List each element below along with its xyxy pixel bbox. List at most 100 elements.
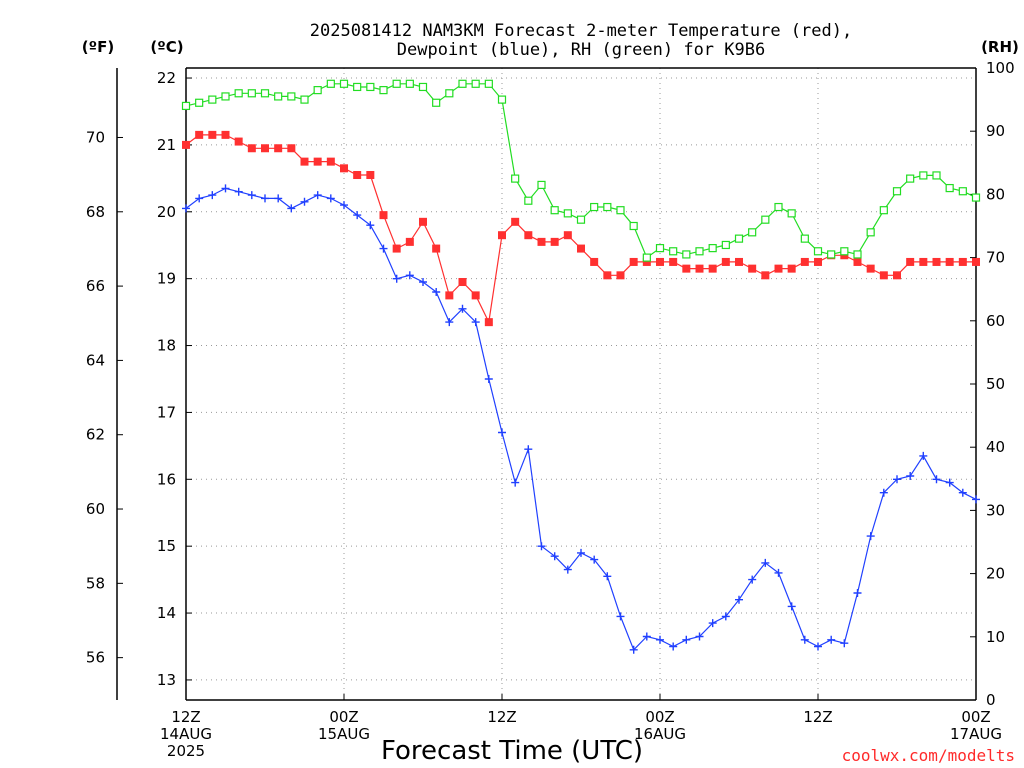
temp-point-8 [287,144,296,153]
dewpoint-point-56 [919,451,928,460]
rh-tick-label-2: 20 [986,565,1005,583]
rh-point-18 [418,82,428,92]
rh-point-58 [945,183,954,193]
rh-point-55 [906,174,915,183]
x-axis-label: Forecast Time (UTC) [381,736,643,766]
dewpoint-point-8 [287,204,296,213]
temp-point-11 [326,157,335,166]
rh-point-10 [313,86,322,95]
rh-point-19 [432,98,441,107]
dewpoint-point-10 [313,191,322,200]
temp-point-10 [313,157,322,166]
x-tick-label-1-0: 00Z [329,708,358,726]
rh-tick-label-4: 40 [986,438,1005,456]
rh-point-14 [366,82,375,92]
dewpoint-point-40 [708,619,717,628]
dewpoint-point-31 [590,555,599,564]
temp-point-7 [274,144,283,153]
temp-point-43 [748,264,757,273]
rh-point-32 [603,202,612,212]
dewpoint-point-29 [563,565,572,574]
rh-point-46 [787,209,796,218]
dewpoint-point-46 [787,602,796,611]
dewpoint-point-37 [669,642,678,651]
rh-point-2 [208,95,217,104]
dewpoint-point-60 [972,495,980,504]
dewpoint-point-55 [906,472,915,480]
temp-point-6 [261,144,269,153]
temp-point-45 [774,264,783,273]
rh-point-39 [695,247,704,256]
dewpoint-point-2 [208,191,217,200]
fahrenheit-tick-label-4: 64 [86,351,105,369]
temp-point-42 [735,257,743,266]
temp-point-48 [814,257,822,266]
temp-point-14 [366,171,375,180]
dewpoint-point-42 [735,595,743,604]
rh-point-24 [497,95,507,104]
rh-point-1 [195,98,204,107]
dewpoint-point-5 [247,191,256,200]
dewpoint-point-11 [326,194,335,203]
fahrenheit-tick-label-3: 62 [86,426,105,444]
dewpoint-point-47 [800,635,809,644]
dewpoint-point-54 [893,475,901,484]
temp-point-35 [642,257,651,266]
dewpoint-point-19 [432,288,441,296]
celsius-tick-label-1: 14 [157,604,176,622]
dewpoint-point-49 [827,635,836,644]
rh-point-34 [629,221,638,231]
x-tick-label-5-0: 00Z [961,708,990,726]
temp-point-2 [208,130,217,139]
dewpoint-point-22 [471,318,480,327]
rh-tick-label-10: 100 [986,59,1015,77]
dewpoint-point-23 [484,375,493,383]
temp-point-21 [458,278,467,287]
dewpoint-point-44 [761,558,770,567]
dewpoint-point-1 [195,194,204,203]
x-tick-label-3-1: 16AUG [634,725,686,743]
dewpoint-point-17 [405,271,414,280]
temp-point-47 [800,257,809,266]
temp-point-12 [340,164,348,173]
celsius-tick-label-9: 22 [157,69,176,87]
rh-point-28 [550,206,559,215]
temp-point-60 [972,257,980,266]
dewpoint-point-4 [234,187,243,196]
temp-point-46 [787,264,796,273]
temp-point-41 [721,257,730,266]
fahrenheit-tick-label-0: 56 [86,649,105,667]
rh-point-51 [853,250,862,259]
rh-point-22 [471,79,480,88]
rh-point-45 [774,202,783,212]
x-tick-label-0-0: 12Z [171,708,200,726]
rh-tick-label-7: 70 [986,249,1005,267]
dewpoint-point-41 [721,612,730,621]
temp-point-30 [577,244,585,253]
dewpoint-point-28 [550,552,559,561]
rh-point-47 [800,234,809,243]
dewpoint-point-26 [524,445,533,454]
temp-point-38 [682,264,691,273]
dewpoint-point-36 [656,635,664,644]
rh-tick-label-0: 0 [986,691,996,709]
dewpoint-point-13 [353,211,362,220]
celsius-tick-label-3: 16 [157,470,176,488]
celsius-tick-label-8: 21 [157,136,176,154]
dewpoint-point-12 [340,201,348,210]
dewpoint-point-48 [814,642,822,651]
rh-point-17 [405,79,414,88]
rh-point-21 [458,79,467,88]
x-tick-label-0-2: 2025 [167,742,205,760]
dewpoint-point-45 [774,568,783,577]
dewpoint-point-14 [366,221,375,230]
dewpoint-point-57 [932,475,941,484]
temp-point-57 [932,257,941,266]
x-tick-label-2-0: 12Z [487,708,516,726]
temp-point-4 [234,137,243,146]
chart-title-line2: Dewpoint (blue), RH (green) for K9B6 [397,40,765,60]
rh-point-27 [537,180,546,190]
rh-point-9 [300,95,309,104]
dewpoint-point-25 [511,478,520,487]
series [181,79,981,654]
